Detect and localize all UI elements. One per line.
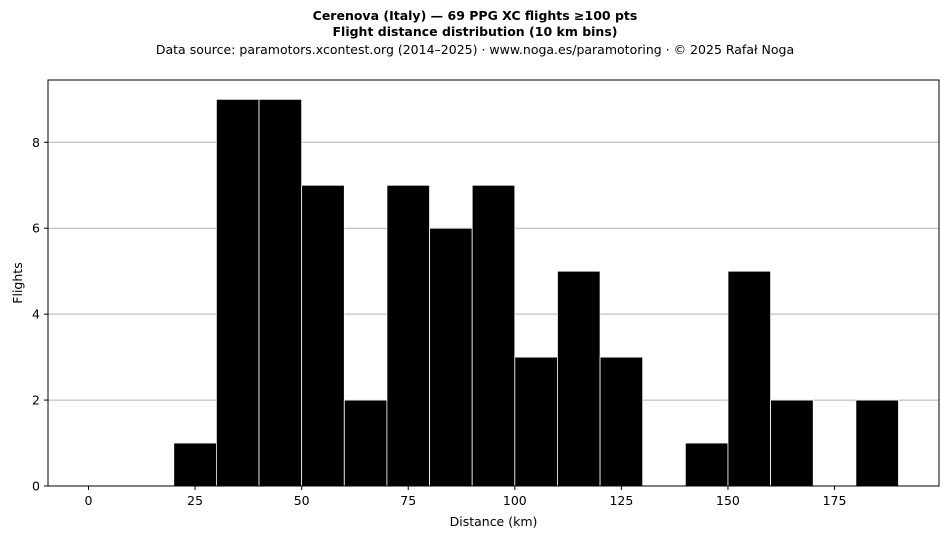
y-axis-label: Flights [10, 262, 25, 303]
histogram-bars [173, 98, 899, 487]
x-axis-label: Distance (km) [450, 514, 538, 529]
histogram-bar [471, 184, 516, 487]
histogram-bar [429, 227, 473, 487]
chart-title: Cerenova (Italy) — 69 PPG XC flights ≥10… [312, 8, 638, 23]
histogram-bar [727, 270, 772, 487]
x-tick-label: 100 [503, 493, 527, 508]
histogram-bar [173, 442, 217, 487]
histogram-bar [855, 399, 899, 487]
y-axis-ticks: 0 2 4 6 8 [32, 135, 48, 494]
y-tick-label: 6 [32, 221, 40, 236]
x-tick-label: 75 [400, 493, 416, 508]
x-tick-label: 175 [823, 493, 847, 508]
histogram-bar [514, 356, 558, 487]
chart-subtitle: Flight distance distribution (10 km bins… [332, 24, 618, 39]
x-tick-label: 150 [716, 493, 740, 508]
plot-frame [47, 79, 940, 487]
histogram-bar [258, 98, 303, 487]
histogram-bar [215, 98, 260, 487]
y-tick-label: 0 [32, 479, 40, 494]
histogram-bar [343, 399, 388, 487]
y-tick-label: 8 [32, 135, 40, 150]
y-tick-label: 2 [32, 393, 40, 408]
histogram-bar [557, 270, 601, 487]
histogram-bar [599, 356, 644, 487]
histogram-bar [301, 184, 345, 487]
x-tick-label: 0 [85, 493, 93, 508]
histogram-bar [386, 184, 430, 487]
y-tick-label: 4 [32, 307, 40, 322]
x-tick-label: 25 [187, 493, 203, 508]
histogram-bar [684, 442, 729, 487]
data-source-note: Data source: paramotors.xcontest.org (20… [155, 42, 795, 57]
histogram-bar [770, 399, 814, 487]
x-axis-ticks: 0 25 50 75 100 125 150 175 [85, 486, 847, 508]
x-tick-label: 50 [294, 493, 310, 508]
x-tick-label: 125 [609, 493, 633, 508]
